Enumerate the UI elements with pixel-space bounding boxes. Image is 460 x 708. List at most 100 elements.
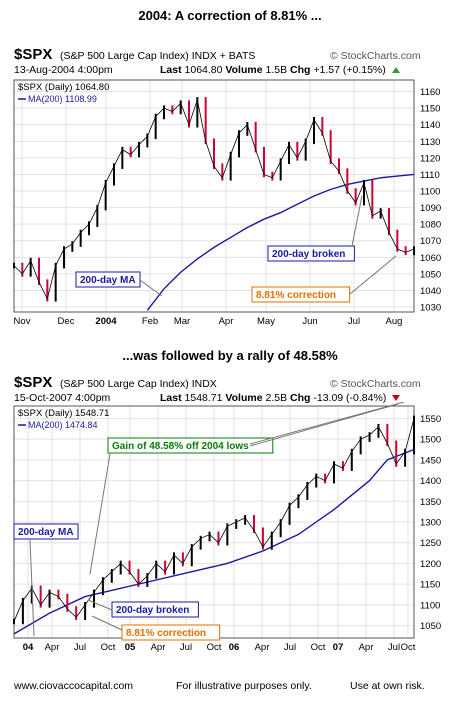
chart1-x-tick-label: 2004 <box>95 316 117 327</box>
chart1-plot: 1030 1040 1050 1060 1070 1080 1090 1100 1110 1120… <box>13 79 441 327</box>
chart2-legend-ma: MA(200) 1474.84 <box>28 420 98 430</box>
chart1-annotation-label: 8.81% correction <box>256 290 336 301</box>
chart2-annotation-arrow <box>29 539 35 637</box>
chart2-y-tick-label: 1450 <box>420 455 441 466</box>
chart1-x-tick-label: Nov <box>14 316 31 327</box>
chart1-y-tick-label: 1060 <box>420 253 441 264</box>
chart1-y-tick-label: 1120 <box>420 153 440 164</box>
chart2-date: 15-Oct-2007 4:00pm <box>14 392 111 404</box>
chart1-annotation-label: 200-day broken <box>272 249 345 260</box>
chart1-chg: +1.57 (+0.15%) <box>313 64 386 76</box>
chart2-annotation-arrow <box>249 403 399 447</box>
chart1-frame <box>13 79 415 313</box>
chart1-date: 13-Aug-2004 4:00pm <box>14 64 113 76</box>
chart2-x-tick-label: Apr <box>359 642 374 653</box>
chart1-y-tick-label: 1150 <box>420 104 440 115</box>
chart2-last: 1548.71 <box>184 392 223 404</box>
chart1-volume-label: Volume <box>225 64 263 76</box>
chart2-ma200-line <box>13 448 415 635</box>
chart1-annotation-box <box>75 271 141 288</box>
chart1-volume: 1.5B <box>265 64 288 76</box>
chart2-y-tick-label: 1300 <box>420 518 441 529</box>
chart1-y-tick-label: 1030 <box>420 303 441 314</box>
chart1-annotation-label: 200-day MA <box>80 275 136 286</box>
chart1-last-label: Last <box>160 64 182 76</box>
chart1-x-tick-label: Feb <box>142 316 158 327</box>
chart2-y-tick-label: 1100 <box>420 600 440 611</box>
chart1-annotation-box <box>267 245 355 262</box>
chart2-x-tick-label: 06 <box>229 642 240 653</box>
chart2-x-tick-label: 04 <box>23 642 34 653</box>
chart1-last: 1064.80 <box>184 64 223 76</box>
chart1-annotation-arrow <box>349 255 397 295</box>
chart2-annotation-arrow <box>89 453 111 575</box>
chart2-volume-label: Volume <box>225 392 263 404</box>
chart1-y-tick-label: 1140 <box>420 120 440 131</box>
top-title: 2004: A correction of 8.81% ... <box>138 8 322 23</box>
chart2-y-tick-label: 1200 <box>420 559 441 570</box>
chart2-annotation-box <box>107 437 274 454</box>
chart2-chg-label: Chg <box>290 392 311 404</box>
chart2-annotation-label: 200-day broken <box>116 605 189 616</box>
chart1-annotation-box <box>251 286 351 303</box>
chart2-x-tick-label: Apr <box>45 642 60 653</box>
chart1-y-tick-label: 1070 <box>420 236 441 247</box>
chart2-x-tick-label: Jul <box>74 642 86 653</box>
chart2-y-tick-label: 1250 <box>420 538 441 549</box>
chart2-x-tick-label: Oct <box>207 642 222 653</box>
chart2-x-tick-label: Oct <box>311 642 326 653</box>
middle-title: ...was followed by a rally of 48.58% <box>122 348 338 363</box>
down-arrow-icon <box>392 395 401 401</box>
chart1-x-tick-label: Jul <box>348 316 360 327</box>
chart2-price-line <box>13 418 415 622</box>
chart1-y-tick-label: 1050 <box>420 269 441 280</box>
chart1-y-tick-label: 1100 <box>420 187 440 198</box>
chart2-chg: -13.09 (-0.84%) <box>313 392 387 404</box>
chart1-y-tick-label: 1090 <box>420 203 441 214</box>
chart1-x-tick-label: Dec <box>58 316 75 327</box>
chart1-watermark: © StockCharts.com <box>330 50 421 62</box>
chart2-annotation-box <box>13 523 79 540</box>
chart2-x-tick-label: Jul <box>388 642 400 653</box>
chart1-legend-ma: MA(200) 1108.99 <box>28 94 97 104</box>
chart2-x-tick-label: Apr <box>151 642 166 653</box>
chart2-y-tick-label: 1550 <box>420 414 441 425</box>
chart2-y-tick-label: 1400 <box>420 476 441 487</box>
chart1-y-tick-label: 1040 <box>420 286 441 297</box>
chart2-x-tick-label: Jul <box>284 642 296 653</box>
chart2-annotation-arrow <box>249 402 405 445</box>
chart1-index-name: (S&P 500 Large Cap Index) INDX + BATS <box>60 50 256 62</box>
chart2-volume: 2.5B <box>265 392 288 404</box>
chart2-annotation-box <box>121 624 221 641</box>
chart1-x-tick-label: May <box>257 316 275 327</box>
footer-website[interactable]: www.ciovaccocapital.com <box>14 680 134 692</box>
chart2-y-tick-label: 1350 <box>420 497 441 508</box>
chart1-x-tick-label: Aug <box>386 316 403 327</box>
chart2-stats: Last 1548.71 Volume 2.5B Chg -13.09 (-0.… <box>160 392 401 404</box>
chart2-annotation-arrow <box>87 599 113 611</box>
chart1-x-tick-label: Jun <box>302 316 317 327</box>
chart2-last-label: Last <box>160 392 182 404</box>
chart2-legend-price: $SPX (Daily) 1548.71 <box>18 408 109 419</box>
chart1-y-tick-label: 1160 <box>420 87 440 98</box>
chart2-x-tick-label: 07 <box>333 642 344 653</box>
chart2-y-tick-label: 1150 <box>420 580 440 591</box>
chart2-y-tick-label: 1500 <box>420 435 441 446</box>
chart1-x-tick-label: Apr <box>219 316 234 327</box>
chart1-x-tick-label: Mar <box>174 316 190 327</box>
chart1-annotation-arrow <box>139 279 163 297</box>
chart2-x-tick-label: 05 <box>125 642 136 653</box>
chart2-ticker: $SPX <box>14 374 53 391</box>
footer-disclaimer: For illustrative purposes only. <box>176 680 312 692</box>
chart1-ticker: $SPX <box>14 46 53 63</box>
chart2-annotation-label: 8.81% correction <box>126 628 206 639</box>
chart1-y-tick-label: 1130 <box>420 137 440 148</box>
chart2-index-name: (S&P 500 Large Cap Index) INDX <box>60 378 217 390</box>
chart2-plot: 1050 1100 1150 1200 1250 1300 1350 1400 1450 1500… <box>13 402 441 653</box>
chart1-chg-label: Chg <box>290 64 311 76</box>
chart1-price-line <box>13 98 415 300</box>
chart2-x-tick-label: Jul <box>180 642 192 653</box>
chart2-watermark: © StockCharts.com <box>330 378 421 390</box>
chart1-legend-price: $SPX (Daily) 1064.80 <box>18 82 109 93</box>
chart1-stats: Last 1064.80 Volume 1.5B Chg +1.57 (+0.1… <box>160 64 400 76</box>
